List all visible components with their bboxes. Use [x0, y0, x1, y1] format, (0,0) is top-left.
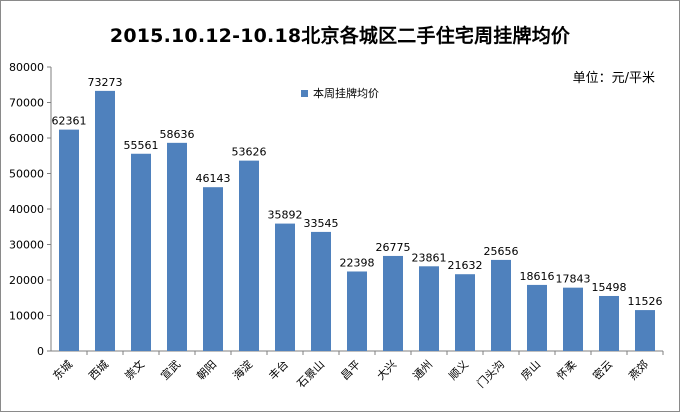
bar	[95, 90, 115, 351]
category-label: 海淀	[230, 357, 255, 382]
y-tick-label: 60000	[9, 132, 44, 145]
y-tick-label: 50000	[9, 168, 44, 181]
bar	[419, 266, 439, 351]
category-label: 西城	[86, 358, 111, 383]
data-label: 21632	[448, 259, 483, 272]
data-label: 11526	[628, 295, 663, 308]
category-label: 东城	[50, 358, 75, 383]
data-label: 18616	[520, 270, 555, 283]
category-label: 宣武	[158, 357, 183, 382]
bar	[455, 274, 475, 351]
data-label: 23861	[412, 251, 447, 264]
category-label: 房山	[518, 358, 543, 383]
y-tick-label: 20000	[9, 274, 44, 287]
bar	[131, 153, 151, 351]
y-tick-label: 30000	[9, 239, 44, 252]
unit-label: 单位：元/平米	[572, 71, 655, 86]
y-tick-label: 70000	[9, 97, 44, 110]
bar	[59, 129, 79, 351]
y-tick-label: 10000	[9, 310, 44, 323]
category-label: 顺义	[446, 358, 471, 383]
data-label: 25656	[484, 245, 519, 258]
data-label: 55561	[124, 139, 159, 152]
bar	[167, 142, 187, 351]
bar	[275, 223, 295, 351]
data-label: 35892	[268, 209, 303, 222]
y-tick-label: 40000	[9, 203, 44, 216]
bar	[599, 295, 619, 351]
bar	[635, 310, 655, 351]
data-label: 58636	[160, 128, 195, 141]
category-label: 密云	[590, 357, 615, 382]
bar	[239, 160, 259, 351]
bar	[563, 287, 583, 351]
data-label: 22398	[340, 256, 375, 269]
data-label: 33545	[304, 217, 339, 230]
data-label: 26775	[376, 241, 411, 254]
category-label: 燕郊	[626, 358, 651, 383]
data-label: 15498	[592, 281, 627, 294]
bar	[311, 231, 331, 351]
category-label: 石景山	[295, 358, 328, 391]
y-tick-label: 80000	[9, 61, 44, 74]
data-label: 62361	[52, 115, 87, 128]
bar	[203, 187, 223, 351]
category-label: 怀柔	[554, 358, 579, 383]
chart-title: 2015.10.12-10.18北京各城区二手住宅周挂牌均价	[109, 25, 571, 47]
category-label: 门头沟	[474, 357, 507, 390]
data-label: 17843	[556, 273, 591, 286]
data-label: 73273	[88, 76, 123, 89]
bar	[491, 259, 511, 351]
category-label: 大兴	[374, 357, 399, 382]
data-label: 46143	[196, 172, 231, 185]
category-label: 崇文	[122, 357, 147, 382]
legend-swatch	[301, 90, 308, 97]
y-tick-label: 0	[37, 345, 44, 358]
bar	[527, 284, 547, 351]
data-label: 53626	[232, 146, 267, 159]
category-label: 昌平	[338, 358, 363, 383]
category-label: 朝阳	[194, 358, 219, 383]
bar	[383, 255, 403, 351]
bar	[347, 271, 367, 351]
category-label: 通州	[410, 358, 435, 383]
legend-label: 本周挂牌均价	[313, 86, 379, 100]
category-label: 丰台	[266, 357, 291, 382]
